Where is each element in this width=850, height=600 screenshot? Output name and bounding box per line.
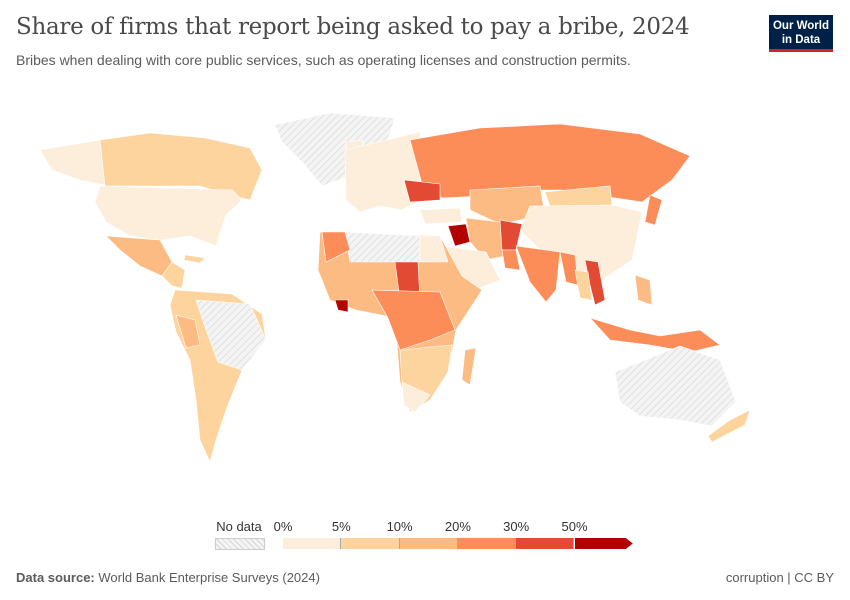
central-america — [161, 261, 186, 289]
legend-bin-5[interactable] — [574, 538, 633, 549]
legend-bin-2[interactable] — [399, 538, 458, 549]
ukraine — [403, 179, 441, 203]
peru — [175, 314, 201, 349]
russia — [409, 123, 691, 203]
owid-logo[interactable]: Our World in Data — [769, 15, 833, 52]
philippines — [634, 274, 653, 306]
legend-label: 0% — [273, 519, 293, 534]
legend-label: 10% — [386, 519, 413, 534]
data-source: Data source: World Bank Enterprise Surve… — [16, 570, 320, 585]
cuba — [183, 254, 206, 264]
iraq — [447, 223, 471, 247]
countries — [39, 112, 751, 463]
world-map[interactable] — [0, 95, 850, 505]
myanmar — [559, 251, 579, 286]
japan — [644, 194, 663, 226]
turkey — [419, 207, 463, 225]
usa — [94, 185, 243, 247]
liberia — [334, 299, 349, 313]
legend-bin-3[interactable] — [457, 538, 517, 549]
egypt — [419, 235, 449, 263]
legend-no-data-label: No data — [216, 519, 262, 534]
new-zealand — [707, 409, 751, 443]
china — [519, 204, 643, 281]
legend-no-data-swatch — [215, 538, 265, 550]
legend-label: 5% — [331, 519, 351, 534]
canada — [99, 132, 263, 201]
page-subtitle: Bribes when dealing with core public ser… — [16, 52, 631, 68]
india — [515, 245, 561, 303]
page-title: Share of firms that report being asked t… — [16, 14, 690, 40]
alaska — [39, 139, 106, 186]
legend-label: 30% — [503, 519, 530, 534]
legend-label: 50% — [561, 519, 588, 534]
south-africa — [401, 381, 431, 413]
source-value[interactable]: World Bank Enterprise Surveys (2024) — [98, 570, 320, 585]
pakistan — [501, 249, 521, 271]
iran — [465, 217, 506, 261]
footer-right[interactable]: corruption | CC BY — [725, 570, 834, 585]
north-africa-nodata — [344, 231, 421, 263]
legend-label: 20% — [444, 519, 471, 534]
legend-bin-0[interactable] — [283, 538, 342, 549]
map-legend: No data 0% 5% 10% 20% 30% 50% — [0, 515, 850, 555]
legend-bin-4[interactable] — [516, 538, 575, 549]
central-africa — [371, 289, 456, 351]
indonesia — [589, 317, 721, 353]
afghanistan — [499, 219, 523, 251]
morocco — [321, 231, 351, 263]
australia — [614, 345, 737, 427]
thailand — [574, 269, 593, 301]
brazil — [195, 299, 267, 371]
legend-bin-1[interactable] — [341, 538, 400, 549]
mexico — [105, 235, 173, 277]
source-label: Data source: — [16, 570, 95, 585]
madagascar — [461, 347, 477, 386]
